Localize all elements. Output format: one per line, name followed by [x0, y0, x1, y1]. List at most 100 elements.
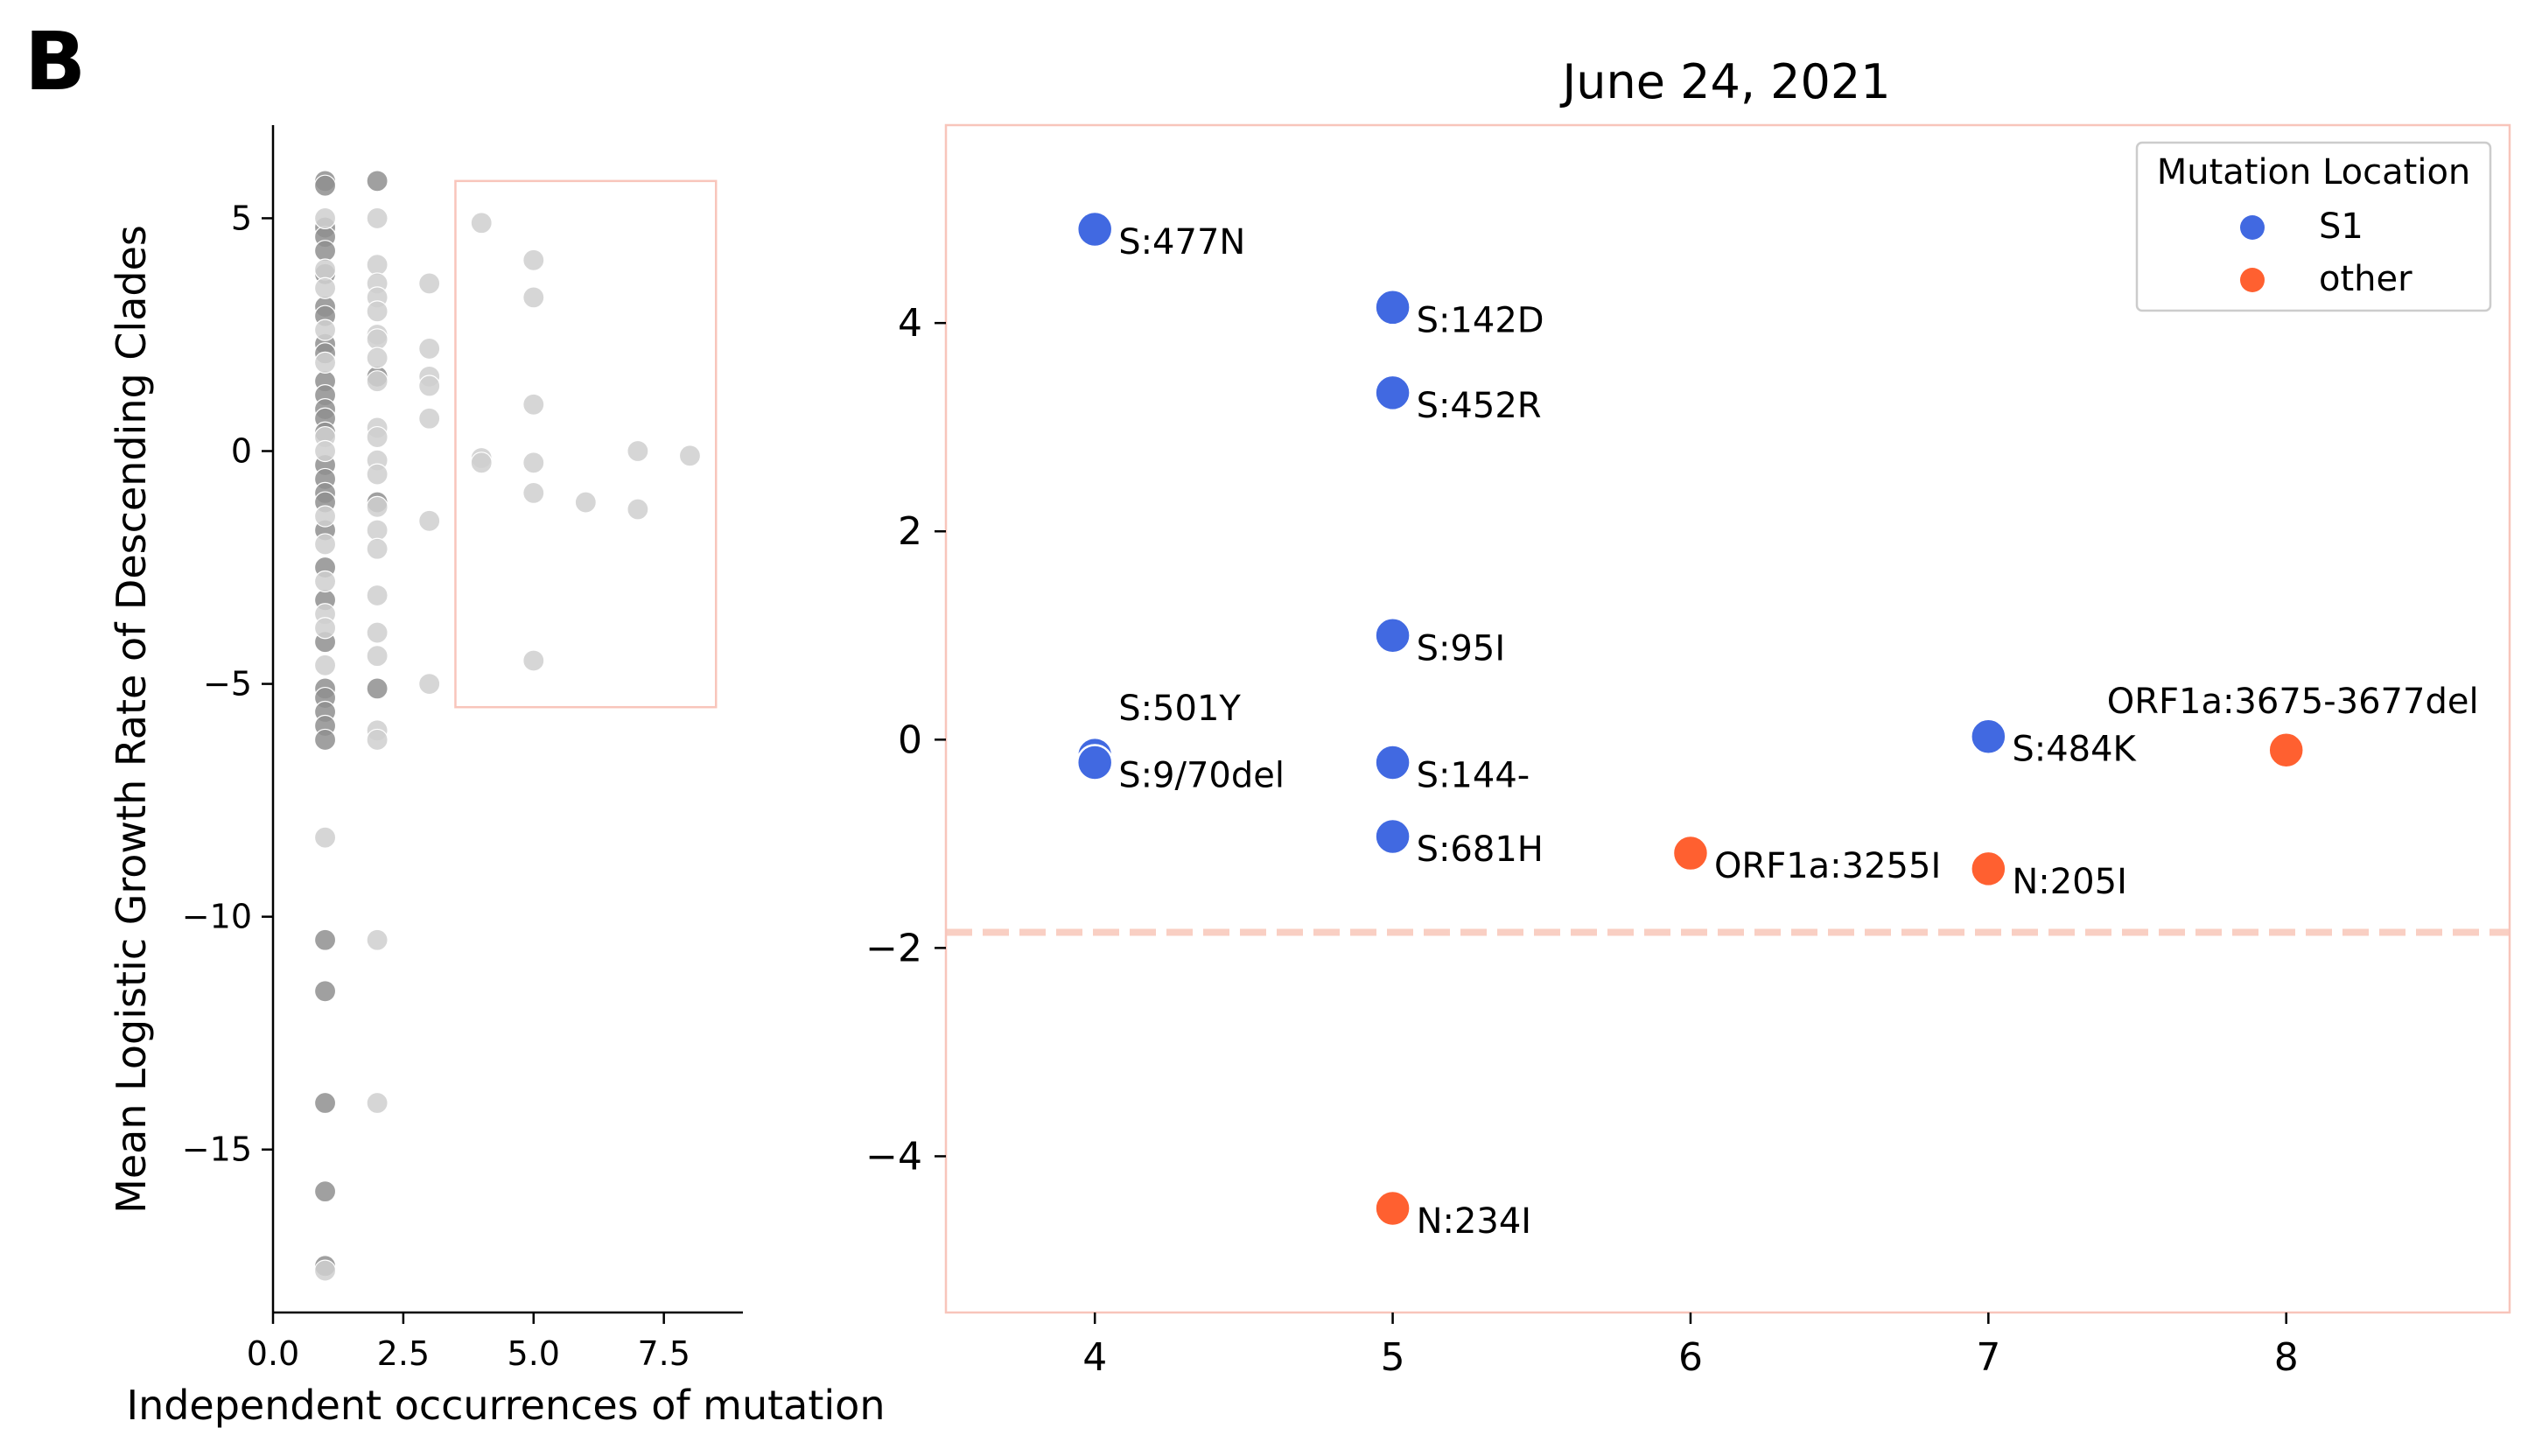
overview-point [313, 174, 337, 197]
overview-point [418, 337, 441, 360]
overview-y-tick-label: −5 [203, 665, 252, 704]
overview-point [366, 425, 389, 449]
zoom-chart: June 24, 2021 S:477N S:142D S:452R S:95I S:5… [865, 54, 2511, 1380]
overview-x-tick-label: 0.0 [247, 1334, 299, 1373]
zoom-x-tick-label: 5 [1381, 1335, 1405, 1380]
overview-point [313, 351, 337, 374]
overview-point [366, 495, 389, 518]
zoom-point [2267, 731, 2305, 769]
overview-point [522, 649, 545, 672]
zoom-x-tick-label: 6 [1678, 1335, 1703, 1380]
zoom-point [1374, 744, 1411, 781]
zoom-point [1374, 617, 1411, 654]
zoom-point-label: S:477N [1118, 222, 1245, 262]
overview-point [313, 728, 337, 752]
overview-point [313, 318, 337, 341]
zoom-points [1075, 210, 2305, 1228]
overview-y-tick-label: 0 [231, 432, 252, 471]
overview-point [313, 1091, 337, 1115]
overview-point [574, 491, 597, 514]
overview-point [366, 346, 389, 369]
overview-point [366, 463, 389, 486]
overview-point [522, 452, 545, 474]
overview-point [627, 498, 649, 521]
zoom-point-label: S:484K [2012, 730, 2137, 770]
overview-point [522, 248, 545, 271]
zoom-point-label: N:205I [2012, 862, 2127, 902]
overview-point [313, 570, 337, 593]
overview-point [366, 519, 389, 542]
overview-point [313, 1180, 337, 1203]
zoom-chart-title: June 24, 2021 [1559, 54, 1890, 109]
overview-point [313, 980, 337, 1003]
zoom-y-tick-label: 4 [898, 301, 922, 346]
overview-point [313, 826, 337, 849]
overview-point [418, 407, 441, 430]
zoom-y-tick-label: −2 [865, 926, 922, 970]
legend-label-s1: S1 [2319, 206, 2363, 247]
zoom-point [1374, 289, 1411, 326]
zoom-point [1374, 817, 1411, 856]
panel-letter: B [25, 15, 86, 108]
legend-marker-other [2240, 268, 2265, 292]
overview-point [366, 300, 389, 323]
zoom-point-label: S:452R [1417, 386, 1542, 426]
zoom-point-labels: S:477N S:142D S:452R S:95I S:501Y S:9/70del S:… [1118, 222, 2478, 1242]
overview-point [313, 258, 337, 281]
legend-marker-s1 [2240, 215, 2265, 240]
overview-point [470, 452, 493, 474]
overview-point [366, 1091, 389, 1115]
zoom-point [1671, 834, 1710, 872]
legend-title: Mutation Location [2157, 152, 2471, 192]
overview-point [313, 617, 337, 640]
overview-x-ticks: 0.0 2.5 5.0 7.5 [247, 1312, 690, 1373]
zoom-x-tick-label: 7 [1976, 1335, 2000, 1380]
overview-point [418, 509, 441, 532]
zoom-point-label: S:142D [1417, 300, 1544, 340]
overview-point [313, 654, 337, 676]
overview-y-ticks: 5 0 −5 −10 −15 [182, 199, 273, 1169]
zoom-x-tick-label: 8 [2274, 1335, 2299, 1380]
overview-points [313, 170, 702, 1282]
zoom-point-label: S:501Y [1118, 689, 1241, 729]
zoom-y-tick-label: −4 [865, 1134, 922, 1179]
overview-point [366, 537, 389, 560]
overview-point [366, 206, 389, 230]
overview-point [522, 286, 545, 309]
zoom-point-label: ORF1a:3675-3677del [2107, 682, 2479, 722]
zoom-x-tick-label: 4 [1082, 1335, 1107, 1380]
overview-point [366, 645, 389, 668]
overview-point [418, 374, 441, 397]
highlight-box [454, 179, 718, 709]
overview-x-tick-label: 7.5 [637, 1334, 690, 1373]
legend: Mutation Location S1 other [2135, 141, 2492, 312]
overview-y-axis-label: Mean Logistic Growth Rate of Descending … [108, 225, 155, 1214]
overview-point [313, 505, 337, 528]
overview-point [313, 206, 337, 230]
overview-y-tick-label: −10 [182, 898, 252, 936]
zoom-point-label: N:234I [1417, 1201, 1532, 1242]
zoom-point-label: S:95I [1417, 628, 1506, 668]
overview-point [678, 444, 702, 467]
overview-point [366, 328, 389, 351]
zoom-point-label: S:9/70del [1118, 755, 1285, 795]
overview-point [313, 928, 337, 951]
legend-frame [2135, 141, 2492, 312]
overview-point [366, 728, 389, 752]
zoom-y-tick-label: 2 [898, 509, 922, 554]
zoom-point [1970, 718, 2007, 755]
zoom-x-ticks: 4 5 6 7 8 [1082, 1312, 2299, 1380]
overview-point [313, 1259, 337, 1282]
overview-point [418, 272, 441, 295]
overview-point [627, 439, 649, 463]
overview-point [313, 276, 337, 299]
overview-point [366, 621, 389, 644]
overview-point [522, 393, 545, 416]
zoom-point [1970, 850, 2007, 888]
zoom-point [1374, 1189, 1411, 1228]
overview-point [313, 240, 337, 262]
overview-point [522, 481, 545, 505]
zoom-point-label: ORF1a:3255I [1714, 846, 1941, 886]
overview-point [366, 254, 389, 276]
